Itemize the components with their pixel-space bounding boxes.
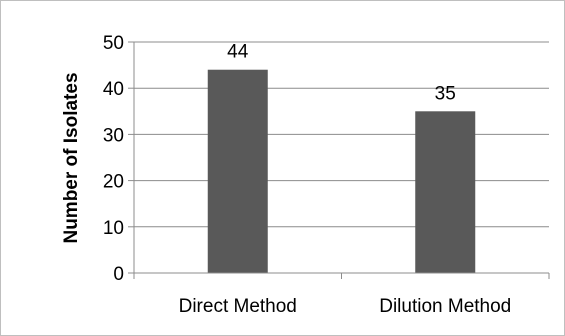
y-tick-label: 10 xyxy=(103,218,124,239)
bar-dilution-method xyxy=(415,111,475,273)
y-tick-label: 30 xyxy=(103,125,124,146)
axes xyxy=(128,42,549,279)
y-tick-label: 20 xyxy=(103,172,124,193)
x-category-label: Direct Method xyxy=(179,296,297,317)
y-tick-label: 50 xyxy=(103,33,124,54)
data-label: 35 xyxy=(435,83,456,104)
y-tick-label: 0 xyxy=(113,264,124,285)
y-axis-title: Number of Isolates xyxy=(61,72,82,243)
gridlines xyxy=(134,42,549,227)
x-category-label: Dilution Method xyxy=(379,296,511,317)
data-label: 44 xyxy=(227,42,249,63)
y-tick-label: 40 xyxy=(103,79,124,100)
bar-direct-method xyxy=(208,70,268,273)
